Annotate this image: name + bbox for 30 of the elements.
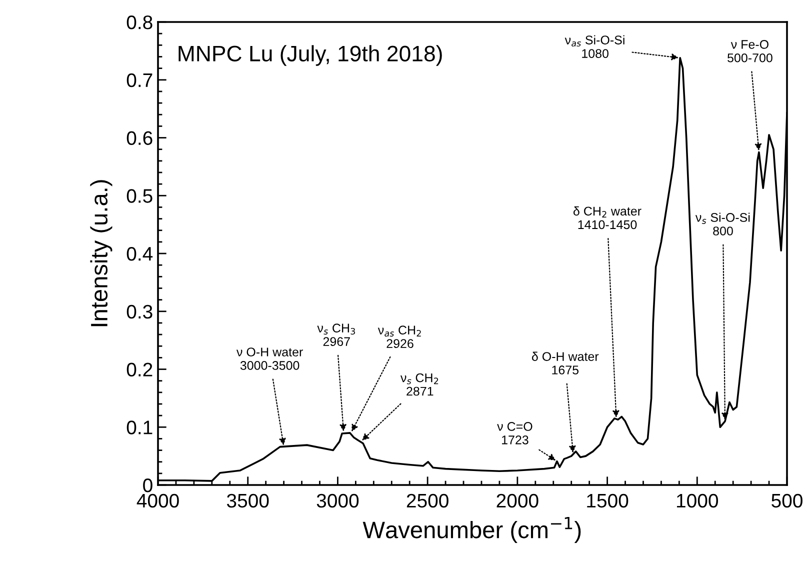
annotation: ν$_{s}$ CH$_{2}$ 2871 <box>400 373 438 396</box>
x-tick-label: 4000 <box>136 494 179 508</box>
y-axis-title: Intensity (u.a.) <box>90 180 112 326</box>
y-tick-label: 0.2 <box>126 362 152 376</box>
y-tick-label: 0.4 <box>126 246 153 261</box>
y-tick-label: 0 <box>143 478 152 492</box>
y-tick-label: 0.1 <box>126 420 152 434</box>
y-tick-label: 0.8 <box>126 15 152 30</box>
y-tick-label: 0.6 <box>126 131 152 145</box>
x-tick-label: 3500 <box>226 494 269 508</box>
annotation: δ O-H water 1675 <box>532 352 599 374</box>
text: MNPC Lu (July, 19th 2018) <box>178 45 442 66</box>
y-tick-label: 0.5 <box>126 189 152 203</box>
x-tick-label: 2500 <box>406 494 448 508</box>
annotation: ν$_{as}$ CH$_{2}$ 2926 <box>378 326 421 348</box>
x-tick-label: 1000 <box>677 494 718 508</box>
annotation: ν$_{s}$ CH$_{3}$ 2967 <box>317 324 355 346</box>
x-tick-label: 1500 <box>587 494 628 508</box>
annotation: ν O-H water 3000-3500 <box>236 348 303 370</box>
y-tick-label: 0.3 <box>126 304 152 319</box>
x-tick-label: 2000 <box>496 494 538 508</box>
annotation: ν$_{as}$ Si-O-Si 1080 <box>564 35 624 58</box>
x-tick-label: 3000 <box>316 494 359 508</box>
annotation: ν$_{s}$ Si-O-Si 800 <box>695 212 750 236</box>
y-tick-label: 0.7 <box>126 73 152 88</box>
x-axis-title: Wavenumber (cm$^{−1}$) <box>362 517 581 543</box>
annotation: ν C=O 1723 <box>497 422 532 444</box>
x-tick-label: 500 <box>772 494 802 508</box>
annotation: ν Fe-O 500-700 <box>728 40 772 62</box>
annotation: δ CH$_{2}$ water 1410-1450 <box>573 206 642 230</box>
